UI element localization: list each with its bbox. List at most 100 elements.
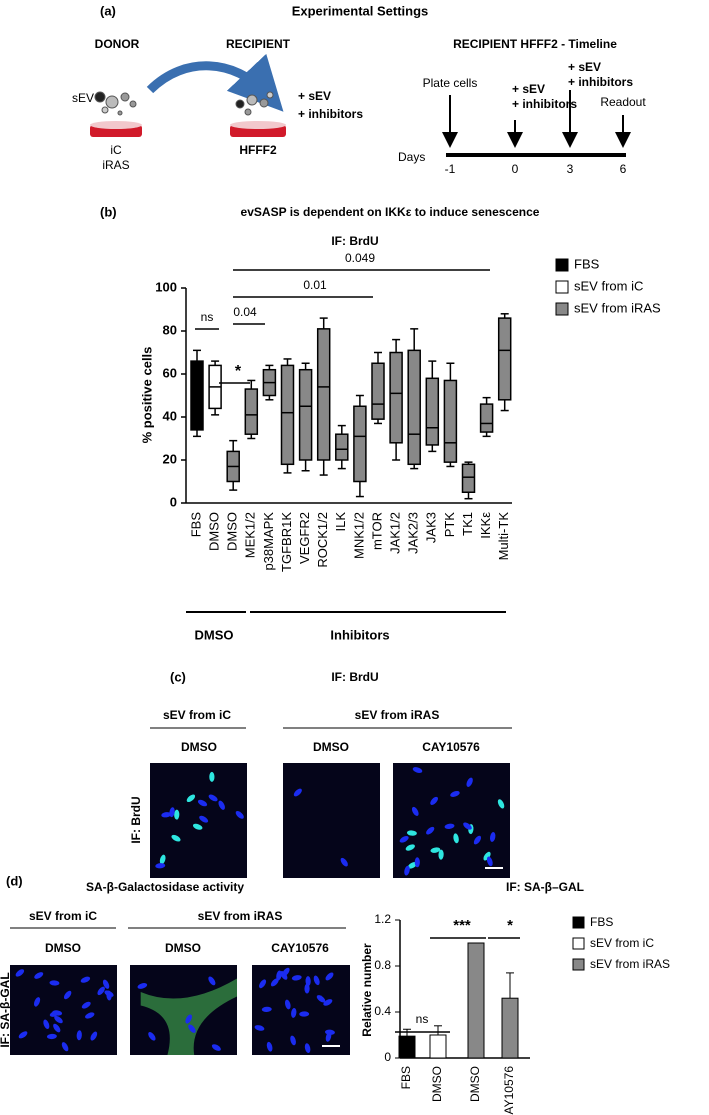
chart-title: IF: SA-β–GAL bbox=[506, 880, 584, 894]
nucleus bbox=[489, 832, 496, 842]
nucleus bbox=[325, 972, 334, 981]
y-tick-label: 0.8 bbox=[374, 958, 391, 972]
nucleus bbox=[46, 1033, 57, 1040]
nucleus bbox=[323, 999, 333, 1006]
micrograph bbox=[283, 763, 380, 878]
nucleus bbox=[404, 865, 410, 876]
nucleus bbox=[161, 812, 172, 818]
row-label: IF: BrdU bbox=[129, 796, 143, 843]
panel-title: IF: BrdU bbox=[331, 670, 378, 684]
nucleus bbox=[81, 1001, 91, 1009]
x-tick-label: DMSO bbox=[430, 1066, 444, 1102]
nucleus bbox=[316, 995, 326, 1003]
y-axis-title: Relative number bbox=[360, 943, 374, 1037]
nucleus bbox=[192, 823, 203, 830]
nucleus bbox=[291, 975, 302, 981]
nucleus bbox=[235, 811, 244, 819]
nucleus bbox=[208, 976, 216, 986]
dishes bbox=[90, 121, 286, 137]
x-tick-label: ILK bbox=[333, 512, 348, 532]
box bbox=[353, 405, 367, 483]
bar bbox=[501, 997, 519, 1059]
nucleus bbox=[188, 1024, 196, 1033]
nucleus bbox=[259, 979, 267, 989]
nucleus bbox=[290, 1035, 296, 1046]
x-tick-label: TGFBR1K bbox=[279, 512, 294, 572]
significance-label: 0.01 bbox=[303, 278, 327, 292]
nucleus bbox=[174, 809, 180, 820]
significance-label: * bbox=[507, 917, 513, 934]
days-label: Days bbox=[398, 150, 425, 164]
nucleus bbox=[414, 857, 420, 868]
y-tick-label: 40 bbox=[163, 408, 177, 423]
bar bbox=[467, 942, 485, 1059]
treatment-label: + inhibitors bbox=[298, 107, 363, 121]
nucleus bbox=[325, 1032, 332, 1042]
panel-label: (d) bbox=[6, 873, 23, 888]
nucleus bbox=[148, 1032, 156, 1041]
cell-label: iC bbox=[110, 143, 122, 157]
nucleus bbox=[450, 790, 460, 797]
x-tick-label: JAK3 bbox=[424, 512, 439, 543]
nucleus bbox=[211, 1044, 221, 1051]
nucleus bbox=[486, 856, 493, 867]
column-group: sEV from iC bbox=[163, 708, 231, 722]
nucleus bbox=[453, 833, 459, 844]
legend-label: sEV from iC bbox=[590, 936, 654, 950]
x-tick-label: PTK bbox=[442, 512, 457, 538]
legend-swatch bbox=[555, 258, 569, 272]
nucleus bbox=[49, 1010, 60, 1017]
y-axis-title: % positive cells bbox=[139, 347, 154, 444]
y-tick-label: 0.4 bbox=[374, 1004, 391, 1018]
nucleus bbox=[80, 976, 91, 983]
significance-label: * bbox=[235, 363, 242, 380]
box bbox=[389, 351, 403, 444]
event-label: Readout bbox=[600, 95, 646, 109]
box bbox=[407, 349, 421, 466]
micrograph bbox=[150, 763, 247, 878]
nucleus bbox=[405, 844, 415, 851]
nucleus bbox=[497, 799, 505, 809]
group-label: Inhibitors bbox=[330, 627, 389, 642]
column-label: CAY10576 bbox=[422, 740, 480, 754]
nucleus bbox=[412, 767, 423, 773]
x-tick-label: ROCK1/2 bbox=[315, 512, 330, 568]
nucleus bbox=[155, 863, 166, 869]
panel-title: Experimental Settings bbox=[292, 3, 429, 18]
x-tick-label: CAY10576 bbox=[502, 1066, 516, 1115]
column-group: sEV from iRAS bbox=[198, 909, 283, 923]
nucleus bbox=[473, 835, 482, 845]
box bbox=[244, 388, 259, 435]
nucleus bbox=[261, 1006, 272, 1013]
row-label: IF: SA-β-GAL bbox=[0, 972, 12, 1047]
cell-label: iRAS bbox=[102, 158, 129, 172]
nucleus bbox=[209, 771, 215, 782]
group-label: DMSO bbox=[195, 627, 234, 642]
nucleus bbox=[61, 1042, 69, 1052]
x-tick-label: FBS bbox=[188, 512, 203, 538]
vesicles bbox=[94, 91, 274, 116]
nucleus bbox=[15, 969, 25, 977]
nucleus bbox=[304, 983, 310, 994]
nucleus bbox=[399, 835, 409, 843]
nucleus bbox=[293, 788, 302, 797]
box bbox=[298, 368, 313, 461]
nucleus bbox=[137, 983, 148, 989]
nucleus bbox=[197, 799, 208, 807]
nucleus bbox=[270, 978, 279, 987]
x-tick-label: DMSO bbox=[468, 1066, 482, 1102]
nucleus bbox=[54, 1015, 63, 1024]
x-tick-label: MNK1/2 bbox=[351, 512, 366, 559]
transfer-arrow bbox=[146, 53, 284, 112]
nucleus bbox=[466, 777, 473, 787]
nucleus bbox=[159, 854, 166, 865]
panel-title: SA-β-Galactosidase activity bbox=[86, 880, 244, 894]
nucleus bbox=[411, 806, 419, 816]
x-tick-label: TK1 bbox=[460, 512, 475, 536]
column-label: DMSO bbox=[165, 941, 201, 955]
box bbox=[371, 362, 385, 420]
box bbox=[461, 463, 476, 493]
nucleus bbox=[444, 823, 455, 830]
legend-label: sEV from iC bbox=[574, 278, 643, 293]
